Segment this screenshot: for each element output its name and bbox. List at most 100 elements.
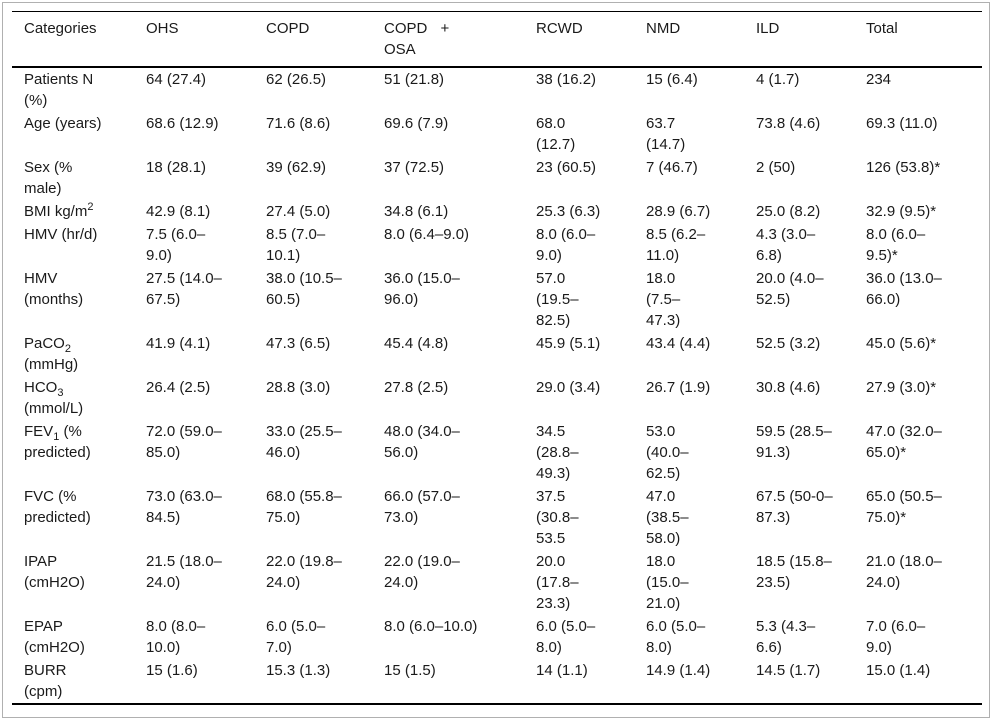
table-cell: 68.0 (12.7) [536, 115, 576, 153]
row-label-text: FEV [24, 423, 54, 440]
table-row: Patients N (%) 64 (27.4) 62 (26.5) 51 (2… [12, 67, 982, 112]
row-label-text: FVC (% predicted) [24, 488, 91, 526]
column-header-ohs: OHS [146, 20, 179, 37]
row-label: HCO3 (mmol/L) [12, 376, 145, 420]
row-label: FVC (% predicted) [12, 485, 145, 550]
column-header-copd-osa: COPD + OSA [384, 20, 450, 58]
row-label-text: EPAP (cmH2O) [24, 618, 85, 656]
table-cell: 22.0 (19.0–24.0) [384, 553, 460, 591]
row-label: EPAP (cmH2O) [12, 615, 145, 659]
table-cell: 27.8 (2.5) [384, 379, 449, 396]
table-cell: 45.0 (5.6)* [866, 335, 937, 352]
table-cell: 36.0 (15.0–96.0) [384, 270, 460, 308]
table-cell: 64 (27.4) [146, 71, 207, 88]
table-cell: 4 (1.7) [756, 71, 800, 88]
table-cell: 27.9 (3.0)* [866, 379, 937, 396]
table-cell: 41.9 (4.1) [146, 335, 211, 352]
column-header-copd: COPD [266, 20, 310, 37]
table-cell: 7 (46.7) [646, 159, 698, 176]
table-cell: 7.0 (6.0–9.0) [866, 618, 926, 656]
row-label: IPAP (cmH2O) [12, 550, 145, 615]
row-label: Sex (% male) [12, 156, 145, 200]
row-label-text: HMV (months) [24, 270, 84, 308]
row-label-unit: (mmHg) [24, 356, 79, 373]
table-cell: 15.3 (1.3) [266, 662, 331, 679]
table-cell: 126 (53.8)* [866, 159, 941, 176]
row-label-text: HCO [24, 379, 58, 396]
table-cell: 23 (60.5) [536, 159, 597, 176]
table-cell: 28.9 (6.7) [646, 203, 711, 220]
table-cell: 14 (1.1) [536, 662, 588, 679]
table-cell: 15.0 (1.4) [866, 662, 931, 679]
table-cell: 51 (21.8) [384, 71, 445, 88]
column-header-categories: Categories [24, 20, 97, 37]
row-label-text: IPAP (cmH2O) [24, 553, 85, 591]
table-cell: 34.8 (6.1) [384, 203, 449, 220]
table-cell: 6.0 (5.0–7.0) [266, 618, 326, 656]
table-cell: 34.5 (28.8–49.3) [536, 423, 579, 482]
table-cell: 25.0 (8.2) [756, 203, 821, 220]
table-cell: 21.0 (18.0–24.0) [866, 553, 942, 591]
table-cell: 18.0 (7.5–47.3) [646, 270, 681, 329]
table-row: FVC (% predicted) 73.0 (63.0–84.5) 68.0 … [12, 485, 982, 550]
row-label-unit: (% predicted) [24, 423, 91, 461]
table-cell: 48.0 (34.0–56.0) [384, 423, 460, 461]
table-cell: 8.0 (6.0–10.0) [384, 618, 478, 635]
table-cell: 38.0 (10.5–60.5) [266, 270, 342, 308]
table-row: HMV (hr/d) 7.5 (6.0–9.0) 8.5 (7.0–10.1) … [12, 223, 982, 267]
row-label: HMV (hr/d) [12, 223, 145, 267]
table-cell: 234 [866, 71, 892, 88]
patient-characteristics-table: Categories OHS COPD COPD + OSA RCWD NMD … [12, 11, 982, 705]
table-cell: 53.0 (40.0–62.5) [646, 423, 689, 482]
table-cell: 63.7 (14.7) [646, 115, 686, 153]
table-cell: 8.0 (8.0–10.0) [146, 618, 206, 656]
table-cell: 8.0 (6.0–9.5)* [866, 226, 926, 264]
table-cell: 47.0 (38.5–58.0) [646, 488, 689, 547]
table-cell: 8.5 (7.0–10.1) [266, 226, 326, 264]
row-label-subscript: 1 [53, 431, 60, 443]
table-cell: 30.8 (4.6) [756, 379, 821, 396]
row-label-text: BURR (cpm) [24, 662, 67, 700]
table-cell: 32.9 (9.5)* [866, 203, 937, 220]
table-cell: 7.5 (6.0–9.0) [146, 226, 206, 264]
row-label-text: BMI kg/m [24, 203, 88, 220]
table-cell: 8.0 (6.4–9.0) [384, 226, 470, 243]
table-cell: 20.0 (4.0–52.5) [756, 270, 824, 308]
row-label-text: HMV (hr/d) [24, 226, 98, 243]
table-cell: 8.0 (6.0–9.0) [536, 226, 596, 264]
table-cell: 14.5 (1.7) [756, 662, 821, 679]
table-cell: 15 (1.6) [146, 662, 198, 679]
column-header-nmd: NMD [646, 20, 681, 37]
table-cell: 6.0 (5.0–8.0) [646, 618, 706, 656]
table-cell: 69.3 (11.0) [866, 115, 938, 132]
table-row: FEV1 (% predicted) 72.0 (59.0–85.0) 33.0… [12, 420, 982, 485]
table-row: BMI kg/m2 42.9 (8.1) 27.4 (5.0) 34.8 (6.… [12, 200, 982, 223]
table-cell: 2 (50) [756, 159, 796, 176]
column-header-ild: ILD [756, 20, 780, 37]
column-header-total: Total [866, 20, 898, 37]
row-label: FEV1 (% predicted) [12, 420, 145, 485]
table-cell: 37.5 (30.8–53.5 [536, 488, 579, 547]
table-cell: 62 (26.5) [266, 71, 327, 88]
table-cell: 14.9 (1.4) [646, 662, 711, 679]
table-cell: 37 (72.5) [384, 159, 445, 176]
table-row: IPAP (cmH2O) 21.5 (18.0–24.0) 22.0 (19.8… [12, 550, 982, 615]
table-cell: 26.7 (1.9) [646, 379, 711, 396]
table-cell: 71.6 (8.6) [266, 115, 331, 132]
table-cell: 65.0 (50.5–75.0)* [866, 488, 942, 526]
row-label-text: PaCO [24, 335, 65, 352]
row-label-text: Age (years) [24, 115, 102, 132]
table-cell: 26.4 (2.5) [146, 379, 211, 396]
table-cell: 73.8 (4.6) [756, 115, 821, 132]
table-cell: 69.6 (7.9) [384, 115, 449, 132]
table-cell: 39 (62.9) [266, 159, 327, 176]
table-cell: 15 (1.5) [384, 662, 436, 679]
table-cell: 18.5 (15.8–23.5) [756, 553, 832, 591]
row-label-subscript: 3 [57, 387, 64, 399]
row-label: HMV (months) [12, 267, 145, 332]
row-label-text: Sex (% male) [24, 159, 73, 197]
table-cell: 18.0 (15.0–21.0) [646, 553, 689, 612]
table-cell: 67.5 (50-0–87.3) [756, 488, 833, 526]
